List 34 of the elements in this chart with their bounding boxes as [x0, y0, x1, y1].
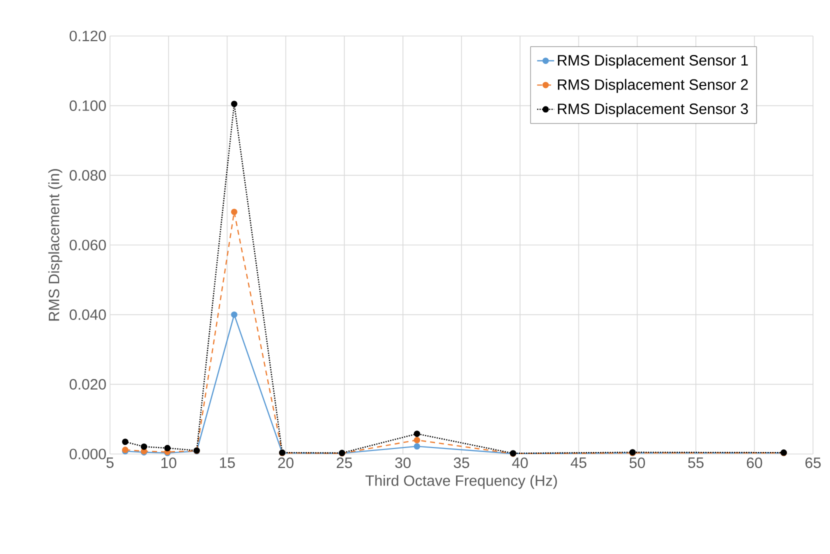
- y-tick-label: 0.020: [70, 379, 106, 390]
- x-tick-label: 40: [512, 458, 528, 468]
- x-tick-label: 10: [161, 458, 176, 468]
- legend-label: RMS Displacement Sensor 1: [558, 54, 748, 69]
- point: [140, 443, 148, 450]
- x-tick-label: 35: [454, 458, 470, 468]
- x-tick-label: 30: [395, 458, 411, 468]
- x-tick-label: 15: [220, 458, 235, 468]
- y-tick-label: 0.040: [70, 309, 106, 320]
- point: [122, 438, 128, 445]
- x-tick-label: 45: [570, 458, 586, 468]
- y-tick-label: 0.100: [70, 100, 106, 111]
- x-tick-label: 20: [278, 458, 294, 468]
- x-axis-title: Third Octave Frequency (Hz): [366, 474, 557, 489]
- x-tick-label: 50: [630, 458, 645, 468]
- y-tick-label: 0.000: [70, 448, 106, 460]
- point: [414, 430, 420, 437]
- x-tick-label: 5: [106, 458, 114, 468]
- point: [414, 436, 420, 444]
- y-axis-title: RMS Displacement (in): [48, 169, 62, 321]
- x-tick-label: 25: [336, 458, 352, 468]
- legend-label: RMS Displacement Sensor 2: [558, 78, 748, 93]
- y-tick-label: 0.060: [70, 240, 106, 250]
- y-tick-label: 0.080: [70, 170, 106, 181]
- point: [231, 208, 238, 216]
- point: [231, 311, 238, 318]
- x-tick-label: 65: [805, 458, 821, 468]
- y-tick-label: 0.120: [70, 30, 106, 42]
- point: [231, 100, 238, 108]
- point: [414, 443, 420, 450]
- point: [164, 444, 171, 452]
- x-tick-label: 55: [688, 458, 704, 468]
- legend-label: RMS Displacement Sensor 3: [558, 103, 748, 118]
- x-tick-label: 60: [746, 458, 762, 468]
